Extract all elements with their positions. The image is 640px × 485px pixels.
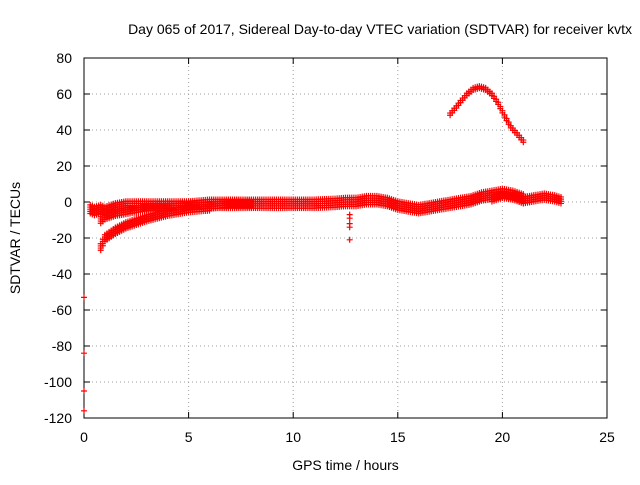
data-point xyxy=(346,236,353,243)
y-tick-label: -80 xyxy=(52,338,72,354)
y-tick-label: 0 xyxy=(64,194,72,210)
data-point xyxy=(81,407,87,414)
x-tick-label: 10 xyxy=(285,429,301,445)
data-point xyxy=(503,115,510,122)
data-point xyxy=(81,294,87,301)
y-tick-label: -60 xyxy=(52,302,72,318)
x-tick-label: 25 xyxy=(599,429,615,445)
x-axis-label: GPS time / hours xyxy=(292,457,399,473)
data-point xyxy=(497,103,504,110)
x-tick-label: 15 xyxy=(390,429,406,445)
data-point xyxy=(81,350,87,357)
y-tick-label: -120 xyxy=(44,410,72,426)
y-tick-label: -40 xyxy=(52,266,72,282)
data-point xyxy=(206,201,213,208)
x-tick-label: 5 xyxy=(185,429,193,445)
data-point xyxy=(346,215,353,222)
x-tick-label: 0 xyxy=(80,429,88,445)
y-tick-label: -20 xyxy=(52,230,72,246)
data-point xyxy=(557,193,564,200)
data-point xyxy=(501,111,508,118)
data-point xyxy=(81,388,87,394)
data-point xyxy=(346,224,353,231)
x-tick-label: 20 xyxy=(495,429,511,445)
data-point xyxy=(505,119,512,126)
chart-title: Day 065 of 2017, Sidereal Day-to-day VTE… xyxy=(128,21,632,37)
y-tick-label: -100 xyxy=(44,374,72,390)
y-tick-label: 20 xyxy=(56,158,72,174)
y-axis-label: SDTVAR / TECUs xyxy=(7,182,23,294)
y-tick-label: 40 xyxy=(56,122,72,138)
data-point xyxy=(248,197,255,204)
data-point xyxy=(520,137,527,144)
data-point xyxy=(499,107,506,114)
y-tick-label: 60 xyxy=(56,86,72,102)
data-point xyxy=(495,99,502,106)
y-tick-label: 80 xyxy=(56,50,72,66)
